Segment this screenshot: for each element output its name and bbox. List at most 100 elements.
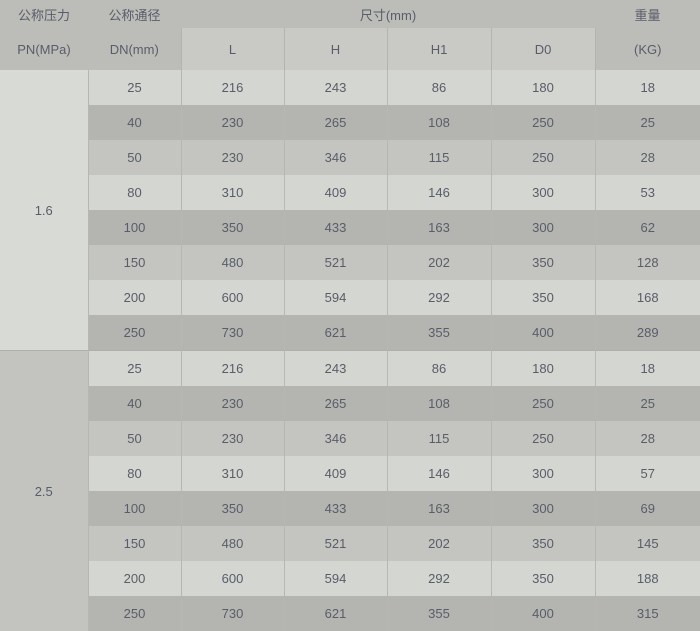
cell-dn: 150 [88,526,181,561]
header-pressure-title: 公称压力 [0,0,88,28]
cell-diameter-d0: 300 [491,456,595,491]
cell-length-l: 230 [181,386,284,421]
header-diameter-unit: DN(mm) [88,28,181,70]
cell-weight-kg: 289 [595,315,700,351]
cell-diameter-d0: 300 [491,491,595,526]
cell-height-h1: 146 [387,456,491,491]
cell-height-h1: 86 [387,70,491,105]
cell-diameter-d0: 250 [491,386,595,421]
cell-height-h1: 163 [387,491,491,526]
cell-height-h: 409 [284,175,387,210]
cell-height-h1: 115 [387,140,491,175]
cell-weight-kg: 168 [595,280,700,315]
cell-weight-kg: 57 [595,456,700,491]
cell-length-l: 350 [181,491,284,526]
cell-weight-kg: 69 [595,491,700,526]
cell-diameter-d0: 250 [491,421,595,456]
header-col-h1: H1 [387,28,491,70]
cell-height-h: 621 [284,315,387,351]
header-col-l: L [181,28,284,70]
cell-diameter-d0: 180 [491,351,595,387]
cell-length-l: 230 [181,421,284,456]
cell-weight-kg: 145 [595,526,700,561]
cell-length-l: 600 [181,280,284,315]
cell-dn: 40 [88,105,181,140]
pressure-value: 1.6 [0,70,88,351]
cell-height-h: 433 [284,210,387,245]
cell-weight-kg: 53 [595,175,700,210]
cell-height-h1: 86 [387,351,491,387]
cell-dn: 80 [88,456,181,491]
cell-length-l: 600 [181,561,284,596]
cell-diameter-d0: 350 [491,245,595,280]
cell-length-l: 216 [181,70,284,105]
header-weight-unit: (KG) [595,28,700,70]
cell-diameter-d0: 350 [491,280,595,315]
header-row-top: 公称压力 公称通径 尺寸(mm) 重量 [0,0,700,28]
cell-height-h1: 146 [387,175,491,210]
cell-height-h: 409 [284,456,387,491]
header-row-sub: PN(MPa) DN(mm) L H H1 D0 (KG) [0,28,700,70]
cell-length-l: 350 [181,210,284,245]
cell-height-h1: 108 [387,105,491,140]
cell-diameter-d0: 250 [491,140,595,175]
cell-length-l: 730 [181,315,284,351]
header-col-h: H [284,28,387,70]
cell-dn: 25 [88,70,181,105]
cell-length-l: 216 [181,351,284,387]
cell-dn: 200 [88,561,181,596]
header-col-d0: D0 [491,28,595,70]
cell-height-h: 243 [284,351,387,387]
cell-height-h1: 355 [387,596,491,631]
cell-weight-kg: 188 [595,561,700,596]
cell-diameter-d0: 300 [491,175,595,210]
cell-dn: 100 [88,491,181,526]
cell-dn: 40 [88,386,181,421]
cell-weight-kg: 25 [595,386,700,421]
cell-dn: 100 [88,210,181,245]
cell-weight-kg: 25 [595,105,700,140]
cell-height-h: 433 [284,491,387,526]
cell-diameter-d0: 250 [491,105,595,140]
cell-diameter-d0: 350 [491,561,595,596]
cell-diameter-d0: 180 [491,70,595,105]
cell-height-h: 521 [284,526,387,561]
cell-dn: 80 [88,175,181,210]
cell-height-h: 621 [284,596,387,631]
cell-dn: 250 [88,315,181,351]
cell-diameter-d0: 400 [491,315,595,351]
header-weight-title: 重量 [595,0,700,28]
cell-height-h: 594 [284,561,387,596]
cell-diameter-d0: 400 [491,596,595,631]
cell-length-l: 230 [181,105,284,140]
cell-height-h1: 292 [387,280,491,315]
cell-length-l: 310 [181,175,284,210]
cell-length-l: 310 [181,456,284,491]
cell-height-h1: 355 [387,315,491,351]
cell-diameter-d0: 350 [491,526,595,561]
cell-dn: 25 [88,351,181,387]
cell-height-h1: 292 [387,561,491,596]
cell-height-h: 265 [284,105,387,140]
cell-height-h1: 108 [387,386,491,421]
cell-weight-kg: 62 [595,210,700,245]
cell-dn: 50 [88,421,181,456]
pressure-value: 2.5 [0,351,88,631]
cell-height-h: 265 [284,386,387,421]
cell-height-h1: 115 [387,421,491,456]
cell-dn: 50 [88,140,181,175]
cell-diameter-d0: 300 [491,210,595,245]
